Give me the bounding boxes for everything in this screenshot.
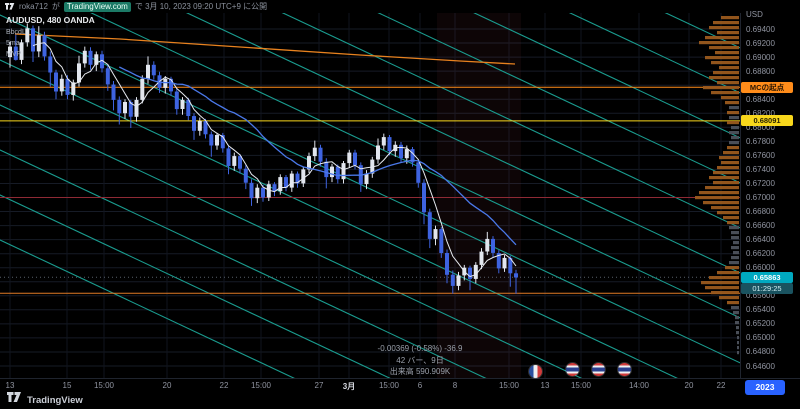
brand-logo-icon bbox=[7, 391, 22, 409]
measure-change: -0.00369 (-0.58%) -36.9 bbox=[377, 344, 463, 353]
time-tick-label: 3月 bbox=[342, 382, 356, 391]
price-tick-label: 0.64600 bbox=[746, 361, 775, 371]
time-tick-label: 15:00 bbox=[378, 381, 400, 390]
france-flag-sticker[interactable] bbox=[529, 365, 542, 378]
brand-name: TradingView bbox=[27, 394, 83, 406]
time-tick-label: 20 bbox=[162, 381, 172, 390]
time-tick-label: 15:00 bbox=[498, 381, 520, 390]
price-tick-label: 0.65400 bbox=[746, 305, 775, 315]
time-tick-label: 13 bbox=[540, 381, 550, 390]
time-tick-label: 27 bbox=[314, 381, 324, 390]
publisher-name: roka712 bbox=[19, 2, 48, 11]
price-tick-label: 0.66600 bbox=[746, 221, 775, 231]
indicator-label[interactable]: BbcdL bbox=[6, 29, 26, 36]
price-tick-label: 0.67600 bbox=[746, 150, 775, 160]
price-tick-label: 0.68800 bbox=[746, 66, 775, 76]
price-tick-label: 0.64800 bbox=[746, 347, 775, 357]
measure-bars: 42 バー、9日 bbox=[396, 355, 444, 365]
publisher-particle: が bbox=[51, 2, 60, 11]
time-axis[interactable]: 13 15 15:00 20 22 15:00 27 3月 15:00 6 8 15:00 13 15:0… bbox=[0, 378, 740, 394]
currency-label: USD bbox=[746, 10, 763, 19]
time-tick-label: 20 bbox=[684, 381, 694, 390]
time-tick-label: 15:00 bbox=[570, 381, 592, 390]
level-price-tag[interactable]: 0.68091 bbox=[741, 115, 793, 127]
measure-readout: -0.00369 (-0.58%) -36.9 42 バー、9日 出来高 590… bbox=[340, 343, 500, 378]
time-tick-label: 22 bbox=[219, 381, 229, 390]
last-price-tag[interactable]: 0.65863 bbox=[741, 271, 793, 283]
time-tick-label: 8 bbox=[452, 381, 458, 390]
time-tick-label: 13 bbox=[5, 381, 15, 390]
price-axis[interactable]: USD 0.69400 0.69200 0.69000 0.68800 0.68400 0… bbox=[740, 10, 800, 378]
measure-volume: 出来高 590.909K bbox=[389, 367, 451, 376]
tradingview-logo-icon bbox=[5, 2, 15, 11]
price-tick-label: 0.65200 bbox=[746, 319, 775, 329]
price-tick-label: 0.67400 bbox=[746, 164, 775, 174]
level-price-tag[interactable]: MCの起点 bbox=[741, 81, 793, 93]
publish-date-text: で 3月 10, 2023 09:20 UTC+9 に公開 bbox=[134, 2, 268, 11]
price-tick-label: 0.67000 bbox=[746, 193, 775, 202]
time-tick-label: 14:00 bbox=[628, 381, 650, 390]
price-tick-label: 0.66000 bbox=[746, 263, 775, 273]
time-tick-label: 15:00 bbox=[250, 381, 272, 390]
price-tick-label: 0.66400 bbox=[746, 235, 775, 245]
year-button[interactable]: 2023 bbox=[745, 380, 785, 395]
price-tick-label: 0.68200 bbox=[746, 108, 775, 118]
price-tick-label: 0.69200 bbox=[746, 38, 775, 48]
bar-countdown-tag: 01:29:25 bbox=[741, 283, 793, 295]
indicator-label[interactable]: 5ma bbox=[6, 40, 20, 47]
time-tick-label: 22 bbox=[716, 381, 726, 390]
price-tick-label: 0.68000 bbox=[746, 122, 775, 132]
price-tick-label: 0.66200 bbox=[746, 249, 775, 259]
thailand-flag-sticker[interactable] bbox=[566, 363, 579, 376]
price-tick-label: 0.69400 bbox=[746, 24, 775, 34]
price-tick-label: 0.69000 bbox=[746, 52, 775, 62]
price-tick-label: 0.65000 bbox=[746, 333, 775, 343]
time-tick-label: 15 bbox=[62, 381, 72, 390]
tradingview-attribution[interactable]: TradingView bbox=[7, 391, 83, 409]
price-tick-label: 0.67200 bbox=[746, 178, 775, 188]
time-tick-label: 15:00 bbox=[93, 381, 115, 390]
time-tick-label: 6 bbox=[417, 381, 423, 390]
chart-legend: AUDUSD, 480 OANDA BbcdL 5ma MVP bbox=[6, 16, 95, 61]
price-tick-label: 0.66800 bbox=[746, 207, 775, 217]
price-tick-label: 0.68400 bbox=[746, 94, 775, 104]
symbol-title[interactable]: AUDUSD, 480 OANDA bbox=[6, 15, 95, 25]
indicator-label[interactable]: MVP bbox=[6, 51, 22, 58]
thailand-flag-sticker[interactable] bbox=[592, 363, 605, 376]
price-tick-label: 0.65600 bbox=[746, 291, 775, 301]
publish-bar: roka712 が TradingView.com で 3月 10, 2023 … bbox=[0, 0, 800, 13]
site-badge[interactable]: TradingView.com bbox=[63, 1, 131, 12]
price-tick-label: 0.67800 bbox=[746, 136, 775, 146]
thailand-flag-sticker[interactable] bbox=[618, 363, 631, 376]
